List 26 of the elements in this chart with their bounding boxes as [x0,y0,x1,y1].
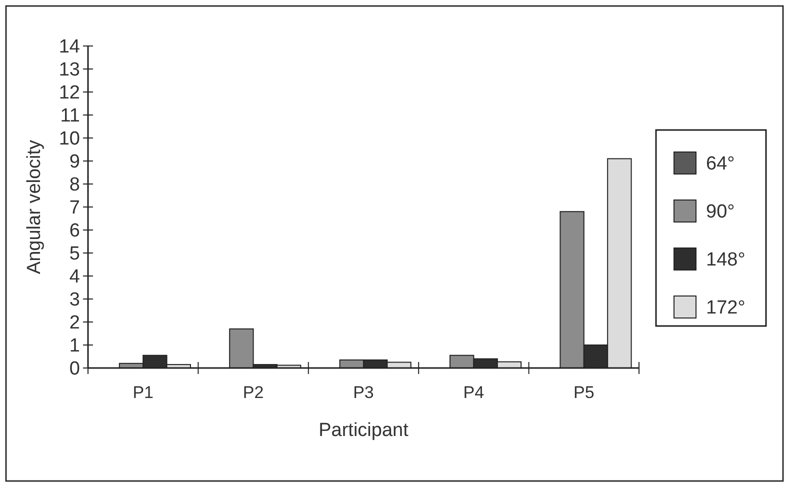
y-tick-label: 6 [69,220,80,242]
y-tick-label: 10 [58,128,80,150]
y-tick-label: 3 [69,290,80,311]
x-axis-title: Participant [318,420,410,441]
x-tick-label: P1 [132,383,154,402]
x-tick-label: P2 [242,383,264,402]
y-tick-label: 5 [69,244,80,265]
y-tick-label: 7 [69,198,80,219]
y-tick-label: 0 [69,358,80,380]
y-tick-label: 9 [69,152,80,173]
y-tick-label: 11 [60,106,80,127]
x-tick-label: P4 [463,383,484,402]
y-tick-label: 2 [69,312,80,334]
y-axis-title: Angular velocity [24,139,45,274]
y-tick-label: 1 [69,336,80,357]
y-tick-label: 12 [58,82,80,104]
legend-label: 148° [706,250,746,271]
legend-label: 64° [706,154,735,175]
y-tick-label: 14 [58,36,80,58]
y-tick-label: 4 [69,266,80,288]
x-tick-label: P5 [574,383,594,402]
legend-label: 90° [706,202,735,223]
legend-label: 172° [706,298,746,319]
x-tick-label: P3 [353,383,374,402]
y-tick-label: 8 [69,174,80,196]
y-tick-label: 13 [58,60,80,81]
